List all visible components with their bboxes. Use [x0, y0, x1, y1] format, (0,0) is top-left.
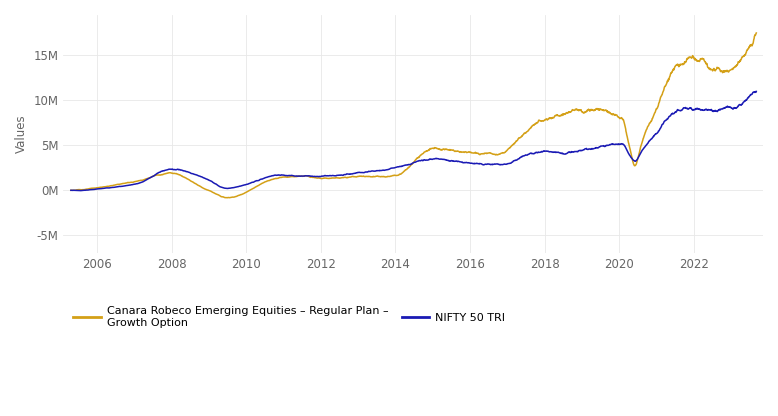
- Y-axis label: Values: Values: [15, 115, 28, 154]
- Legend: Canara Robeco Emerging Equities – Regular Plan –
Growth Option, NIFTY 50 TRI: Canara Robeco Emerging Equities – Regula…: [69, 302, 510, 332]
